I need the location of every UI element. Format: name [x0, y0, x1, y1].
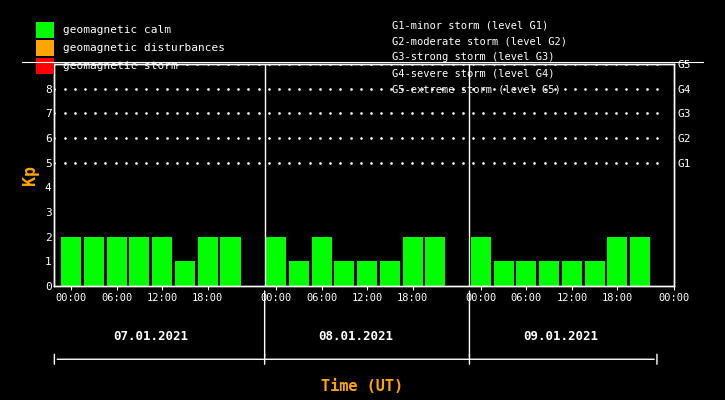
Bar	[584, 261, 605, 286]
Bar	[539, 261, 559, 286]
Bar	[152, 237, 173, 286]
Text: geomagnetic disturbances: geomagnetic disturbances	[63, 43, 225, 53]
Bar	[426, 237, 445, 286]
Bar	[266, 237, 286, 286]
Bar	[175, 261, 195, 286]
Bar	[471, 237, 491, 286]
Bar	[312, 237, 331, 286]
Bar	[130, 237, 149, 286]
Text: 07.01.2021: 07.01.2021	[113, 330, 188, 343]
Bar	[84, 237, 104, 286]
Text: G2-moderate storm (level G2): G2-moderate storm (level G2)	[392, 36, 566, 46]
Bar	[107, 237, 127, 286]
Bar	[608, 237, 627, 286]
Bar	[380, 261, 399, 286]
Text: G4-severe storm (level G4): G4-severe storm (level G4)	[392, 68, 554, 78]
Text: G3-strong storm (level G3): G3-strong storm (level G3)	[392, 52, 554, 62]
Text: 08.01.2021: 08.01.2021	[318, 330, 393, 343]
Y-axis label: Kp: Kp	[21, 165, 39, 185]
Bar	[61, 237, 81, 286]
Bar	[289, 261, 309, 286]
Text: 09.01.2021: 09.01.2021	[523, 330, 598, 343]
Bar	[198, 237, 218, 286]
Text: G1-minor storm (level G1): G1-minor storm (level G1)	[392, 20, 548, 30]
Text: Time (UT): Time (UT)	[321, 379, 404, 394]
Bar	[494, 261, 513, 286]
Bar	[402, 237, 423, 286]
Text: geomagnetic calm: geomagnetic calm	[63, 25, 171, 35]
Bar	[516, 261, 536, 286]
Bar	[334, 261, 355, 286]
Bar	[630, 237, 650, 286]
Text: G5-extreme storm (level G5): G5-extreme storm (level G5)	[392, 84, 560, 94]
Text: geomagnetic storm: geomagnetic storm	[63, 61, 178, 71]
Bar	[220, 237, 241, 286]
Bar	[357, 261, 377, 286]
Bar	[562, 261, 582, 286]
